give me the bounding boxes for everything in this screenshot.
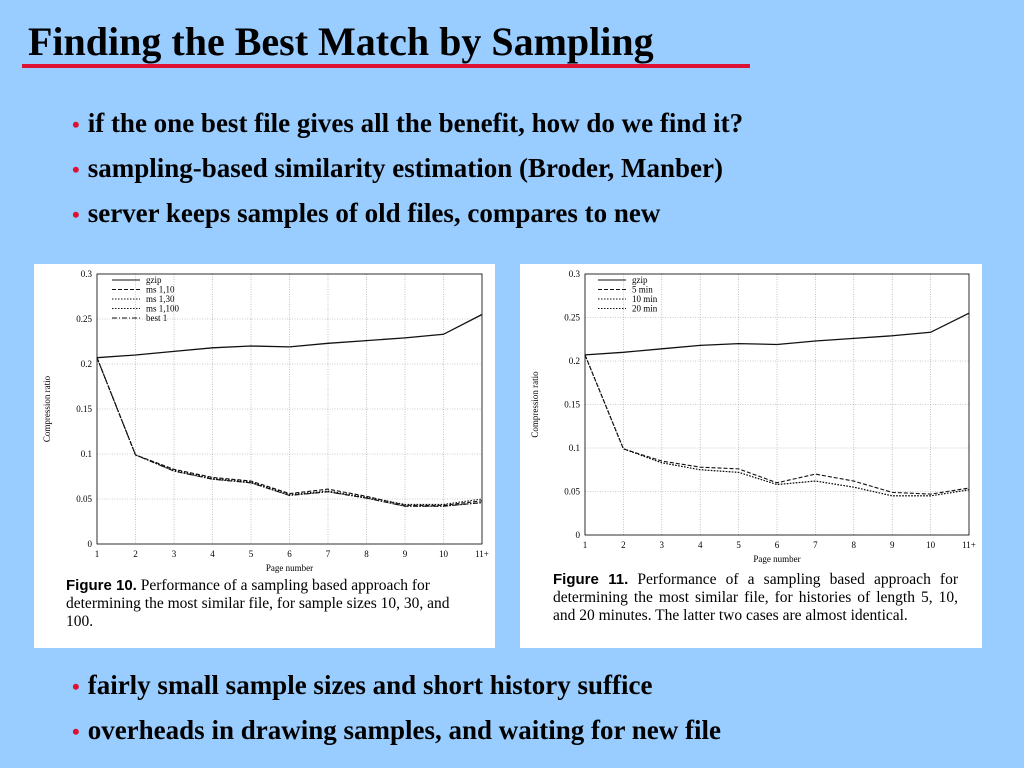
legend-label: 20 min xyxy=(632,304,658,314)
x-tick-label: 6 xyxy=(775,540,780,550)
x-tick-label: 4 xyxy=(698,540,703,550)
bullet-text: sampling-based similarity estimation (Br… xyxy=(87,153,723,183)
bullet-list-bottom: • fairly small sample sizes and short his… xyxy=(72,670,721,760)
caption-label: Figure 10. xyxy=(66,577,137,594)
x-tick-label: 4 xyxy=(210,549,215,559)
y-tick-label: 0.05 xyxy=(564,487,580,497)
plot-frame xyxy=(96,273,483,545)
caption-text: Performance of a sampling based approach… xyxy=(553,571,958,624)
bullet-dot-icon: • xyxy=(72,719,80,744)
bullet-item: • fairly small sample sizes and short his… xyxy=(72,670,721,715)
x-tick-label: 8 xyxy=(852,540,857,550)
x-axis-label: Page number xyxy=(753,554,800,564)
y-tick-label: 0 xyxy=(576,530,581,540)
x-axis-label: Page number xyxy=(266,563,313,573)
title-underline xyxy=(22,64,750,68)
y-axis-label: Compression ratio xyxy=(530,371,540,438)
legend-label: 5 min xyxy=(632,285,653,295)
bullet-item: • sampling-based similarity estimation (B… xyxy=(72,153,743,198)
y-tick-label: 0.1 xyxy=(81,449,92,459)
bullet-text: if the one best file gives all the benef… xyxy=(87,108,744,138)
x-tick-label: 3 xyxy=(172,549,177,559)
x-tick-label: 1 xyxy=(583,540,588,550)
caption-label: Figure 11. xyxy=(553,571,629,588)
figure-10-chart: 0 0.05 0.1 0.15 0.2 0.25 0.3 1 2 3 4 5 6 7 8 9 10 11+ Page… xyxy=(42,269,489,573)
legend-label: ms 1,30 xyxy=(146,294,175,304)
x-tick-label: 10 xyxy=(439,549,449,559)
bullet-item: • if the one best file gives all the bene… xyxy=(72,108,743,153)
figure-11-chart: 0 0.05 0.1 0.15 0.2 0.25 0.3 1 2 3 4 5 6 7 8 9 10 11+ Page… xyxy=(530,269,976,564)
y-tick-label: 0.2 xyxy=(569,356,580,366)
y-tick-label: 0.3 xyxy=(81,269,93,279)
bullet-dot-icon: • xyxy=(72,112,80,137)
bullet-text: overheads in drawing samples, and waitin… xyxy=(87,715,721,745)
bullet-item: • server keeps samples of old files, comp… xyxy=(72,198,743,243)
plot-frame xyxy=(584,273,970,536)
series-line-1 xyxy=(96,357,483,506)
legend-label: gzip xyxy=(146,275,162,285)
legend-label: ms 1,10 xyxy=(146,285,175,295)
legend-label: best 1 xyxy=(146,313,167,323)
x-tick-label: 5 xyxy=(736,540,741,550)
y-tick-label: 0.1 xyxy=(569,443,580,453)
series-line-0 xyxy=(584,312,970,356)
series-line-2 xyxy=(96,357,483,505)
series-line-0 xyxy=(96,313,483,359)
figure-11-panel: 0 0.05 0.1 0.15 0.2 0.25 0.3 1 2 3 4 5 6 7 8 9 10 11+ Page… xyxy=(520,264,982,648)
x-tick-label: 7 xyxy=(326,549,331,559)
x-tick-label: 10 xyxy=(926,540,936,550)
bullet-dot-icon: • xyxy=(72,157,80,182)
bullet-item: • overheads in drawing samples, and waiti… xyxy=(72,715,721,760)
x-tick-label: 9 xyxy=(890,540,895,550)
x-tick-label: 1 xyxy=(95,549,100,559)
y-tick-label: 0.25 xyxy=(76,314,92,324)
legend-label: ms 1,100 xyxy=(146,304,180,314)
caption-text: Performance of a sampling based approach… xyxy=(66,577,450,630)
slide-title: Finding the Best Match by Sampling xyxy=(28,19,654,64)
y-tick-label: 0.25 xyxy=(564,313,580,323)
y-tick-label: 0.3 xyxy=(569,269,581,279)
bullet-dot-icon: • xyxy=(72,202,80,227)
x-tick-label: 2 xyxy=(133,549,138,559)
bullet-dot-icon: • xyxy=(72,674,80,699)
x-tick-label: 9 xyxy=(403,549,408,559)
figure-10-caption: Figure 10. Performance of a sampling bas… xyxy=(66,577,478,631)
x-tick-label: 8 xyxy=(364,549,369,559)
series-line-4 xyxy=(96,357,483,507)
y-tick-label: 0.05 xyxy=(76,494,92,504)
bullet-text: fairly small sample sizes and short hist… xyxy=(87,670,653,700)
x-tick-label: 7 xyxy=(813,540,818,550)
y-tick-label: 0.15 xyxy=(76,404,92,414)
x-tick-label: 6 xyxy=(287,549,292,559)
figure-11-caption: Figure 11. Performance of a sampling bas… xyxy=(553,571,958,625)
series-line-1 xyxy=(584,354,970,495)
y-tick-label: 0 xyxy=(88,539,93,549)
x-tick-label: 5 xyxy=(249,549,254,559)
bullet-text: server keeps samples of old files, compa… xyxy=(87,198,661,228)
y-axis-label: Compression ratio xyxy=(42,375,52,442)
x-tick-label: 11+ xyxy=(475,549,489,559)
y-tick-label: 0.15 xyxy=(564,400,580,410)
y-tick-label: 0.2 xyxy=(81,359,92,369)
figure-10-panel: 0 0.05 0.1 0.15 0.2 0.25 0.3 1 2 3 4 5 6 7 8 9 10 11+ Page… xyxy=(34,264,495,648)
x-tick-label: 3 xyxy=(660,540,665,550)
x-tick-label: 2 xyxy=(621,540,626,550)
bullet-list-top: • if the one best file gives all the bene… xyxy=(72,108,743,243)
legend-label: gzip xyxy=(632,275,648,285)
x-tick-label: 11+ xyxy=(962,540,976,550)
legend-label: 10 min xyxy=(632,294,658,304)
